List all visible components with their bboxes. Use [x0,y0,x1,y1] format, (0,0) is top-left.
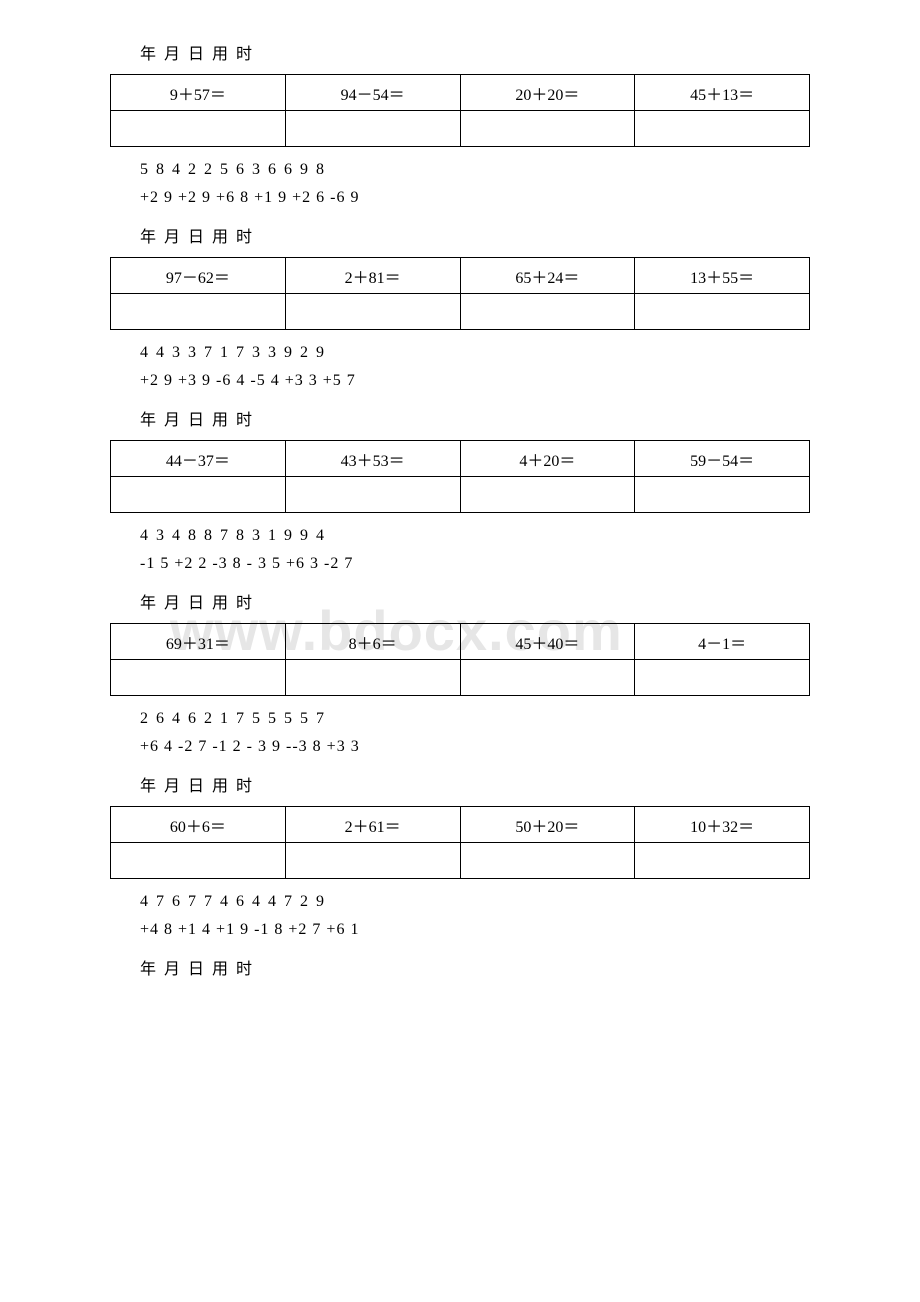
problem-cell: 45＋13＝ [635,75,810,111]
section-4: 年 月 日 用 时 69＋31＝ 8＋6＝ 45＋40＝ 4－1＝ 2 6 4 … [110,589,810,756]
number-line: 5 8 4 2 2 5 6 3 6 6 9 8 [140,161,810,179]
problem-cell: 50＋20＝ [460,807,635,843]
problem-cell: 44－37＝ [111,441,286,477]
problem-table: 69＋31＝ 8＋6＝ 45＋40＝ 4－1＝ [110,623,810,696]
answer-cell [285,294,460,330]
answer-cell [460,111,635,147]
problem-cell: 9＋57＝ [111,75,286,111]
answer-cell [111,111,286,147]
problem-cell: 2＋61＝ [285,807,460,843]
number-line: 4 7 6 7 7 4 6 4 4 7 2 9 [140,893,810,911]
answer-cell [285,111,460,147]
problem-table: 60＋6＝ 2＋61＝ 50＋20＝ 10＋32＝ [110,806,810,879]
problem-cell: 8＋6＝ [285,624,460,660]
number-line: 2 6 4 6 2 1 7 5 5 5 5 7 [140,710,810,728]
operation-line: +4 8 +1 4 +1 9 -1 8 +2 7 +6 1 [140,921,810,939]
date-header: 年 月 日 用 时 [140,223,810,247]
date-header: 年 月 日 用 时 [140,40,810,64]
answer-cell [635,843,810,879]
operation-line: +2 9 +2 9 +6 8 +1 9 +2 6 -6 9 [140,189,810,207]
answer-cell [635,477,810,513]
problem-cell: 43＋53＝ [285,441,460,477]
problem-cell: 10＋32＝ [635,807,810,843]
answer-cell [285,843,460,879]
problem-table: 97－62＝ 2＋81＝ 65＋24＝ 13＋55＝ [110,257,810,330]
section-1: 年 月 日 用 时 9＋57＝ 94－54＝ 20＋20＝ 45＋13＝ 5 8… [110,40,810,207]
problem-cell: 69＋31＝ [111,624,286,660]
problem-table: 9＋57＝ 94－54＝ 20＋20＝ 45＋13＝ [110,74,810,147]
problem-cell: 60＋6＝ [111,807,286,843]
document-content: 年 月 日 用 时 9＋57＝ 94－54＝ 20＋20＝ 45＋13＝ 5 8… [110,40,810,979]
problem-cell: 4－1＝ [635,624,810,660]
problem-cell: 59－54＝ [635,441,810,477]
section-3: 年 月 日 用 时 44－37＝ 43＋53＝ 4＋20＝ 59－54＝ 4 3… [110,406,810,573]
number-line: 4 4 3 3 7 1 7 3 3 9 2 9 [140,344,810,362]
date-header: 年 月 日 用 时 [140,589,810,613]
answer-cell [460,477,635,513]
problem-cell: 20＋20＝ [460,75,635,111]
answer-cell [285,660,460,696]
answer-cell [460,843,635,879]
problem-cell: 45＋40＝ [460,624,635,660]
answer-cell [460,660,635,696]
problem-table: 44－37＝ 43＋53＝ 4＋20＝ 59－54＝ [110,440,810,513]
date-header: 年 月 日 用 时 [140,772,810,796]
answer-cell [111,843,286,879]
answer-cell [635,660,810,696]
operation-line: +6 4 -2 7 -1 2 - 3 9 --3 8 +3 3 [140,738,810,756]
answer-cell [111,294,286,330]
problem-cell: 97－62＝ [111,258,286,294]
number-line: 4 3 4 8 8 7 8 3 1 9 9 4 [140,527,810,545]
problem-cell: 65＋24＝ [460,258,635,294]
date-header: 年 月 日 用 时 [140,955,810,979]
answer-cell [111,477,286,513]
problem-cell: 4＋20＝ [460,441,635,477]
problem-cell: 94－54＝ [285,75,460,111]
answer-cell [285,477,460,513]
operation-line: -1 5 +2 2 -3 8 - 3 5 +6 3 -2 7 [140,555,810,573]
answer-cell [635,111,810,147]
answer-cell [111,660,286,696]
section-2: 年 月 日 用 时 97－62＝ 2＋81＝ 65＋24＝ 13＋55＝ 4 4… [110,223,810,390]
section-5: 年 月 日 用 时 60＋6＝ 2＋61＝ 50＋20＝ 10＋32＝ 4 7 … [110,772,810,979]
answer-cell [460,294,635,330]
problem-cell: 2＋81＝ [285,258,460,294]
answer-cell [635,294,810,330]
problem-cell: 13＋55＝ [635,258,810,294]
date-header: 年 月 日 用 时 [140,406,810,430]
operation-line: +2 9 +3 9 -6 4 -5 4 +3 3 +5 7 [140,372,810,390]
